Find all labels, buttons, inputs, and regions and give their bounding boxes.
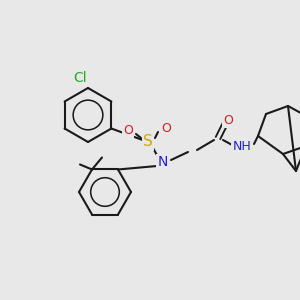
Text: O: O xyxy=(161,122,171,134)
Text: NH: NH xyxy=(232,140,251,152)
Text: N: N xyxy=(158,155,168,169)
Text: O: O xyxy=(123,124,133,136)
Text: S: S xyxy=(143,134,153,149)
Text: O: O xyxy=(223,113,233,127)
Text: Cl: Cl xyxy=(73,71,87,85)
